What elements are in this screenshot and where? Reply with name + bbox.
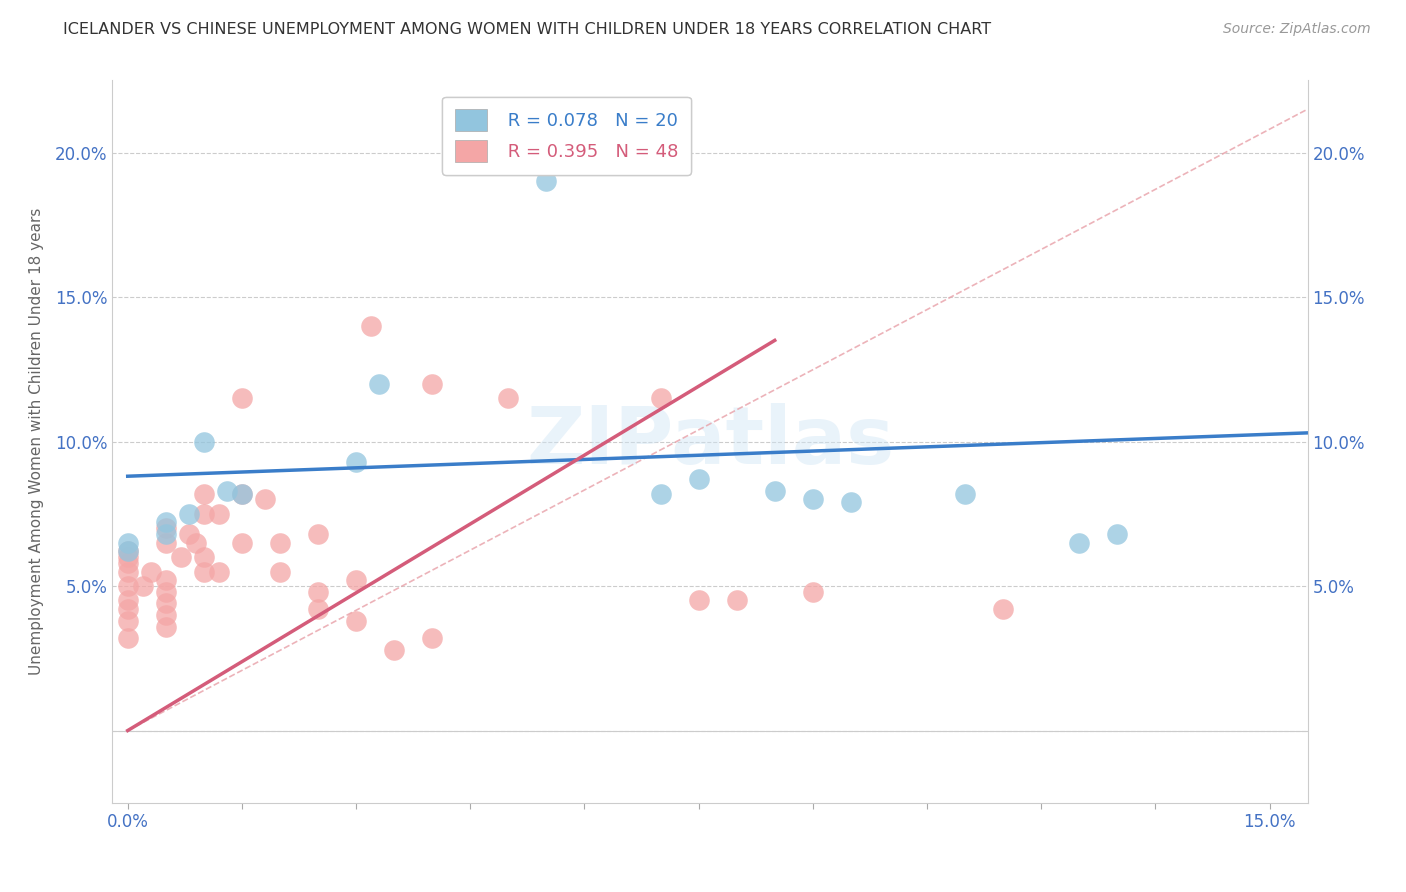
Point bbox=[1069, 535, 1091, 549]
Point bbox=[208, 507, 231, 521]
Point bbox=[117, 544, 139, 558]
Point bbox=[139, 565, 162, 579]
Point bbox=[382, 642, 405, 657]
Point bbox=[420, 631, 443, 645]
Point bbox=[155, 574, 177, 588]
Point bbox=[344, 614, 367, 628]
Point bbox=[269, 535, 291, 549]
Point bbox=[360, 318, 382, 333]
Point bbox=[155, 619, 177, 633]
Point bbox=[117, 544, 139, 558]
Point bbox=[208, 565, 231, 579]
Point bbox=[231, 391, 253, 405]
Point bbox=[307, 584, 329, 599]
Point bbox=[307, 602, 329, 616]
Point bbox=[953, 486, 976, 500]
Point bbox=[155, 521, 177, 535]
Point bbox=[193, 565, 215, 579]
Point bbox=[231, 486, 253, 500]
Y-axis label: Unemployment Among Women with Children Under 18 years: Unemployment Among Women with Children U… bbox=[30, 208, 44, 675]
Point bbox=[186, 535, 208, 549]
Point bbox=[543, 157, 565, 171]
Point bbox=[117, 565, 139, 579]
Point bbox=[117, 579, 139, 593]
Point bbox=[307, 527, 329, 541]
Point bbox=[155, 535, 177, 549]
Point bbox=[117, 556, 139, 570]
Point bbox=[801, 492, 824, 507]
Legend:  R = 0.078   N = 20,  R = 0.395   N = 48: R = 0.078 N = 20, R = 0.395 N = 48 bbox=[443, 96, 690, 175]
Text: ZIPatlas: ZIPatlas bbox=[526, 402, 894, 481]
Point bbox=[991, 602, 1014, 616]
Point bbox=[1107, 527, 1129, 541]
Point bbox=[170, 550, 193, 565]
Point bbox=[231, 535, 253, 549]
Point bbox=[155, 596, 177, 610]
Point bbox=[193, 507, 215, 521]
Point bbox=[650, 486, 672, 500]
Point bbox=[420, 376, 443, 391]
Point bbox=[117, 550, 139, 565]
Point bbox=[155, 607, 177, 622]
Point bbox=[193, 434, 215, 449]
Point bbox=[253, 492, 276, 507]
Point bbox=[498, 391, 520, 405]
Point bbox=[344, 455, 367, 469]
Point bbox=[839, 495, 862, 509]
Point bbox=[801, 584, 824, 599]
Point bbox=[215, 483, 238, 498]
Point bbox=[117, 602, 139, 616]
Point bbox=[155, 527, 177, 541]
Point bbox=[177, 507, 200, 521]
Point bbox=[155, 516, 177, 530]
Point bbox=[117, 614, 139, 628]
Point bbox=[177, 527, 200, 541]
Point bbox=[763, 483, 786, 498]
Point bbox=[269, 565, 291, 579]
Point bbox=[367, 376, 389, 391]
Point bbox=[688, 472, 710, 486]
Point bbox=[725, 593, 748, 607]
Point bbox=[344, 574, 367, 588]
Point bbox=[117, 535, 139, 549]
Point bbox=[117, 631, 139, 645]
Text: Source: ZipAtlas.com: Source: ZipAtlas.com bbox=[1223, 22, 1371, 37]
Point bbox=[688, 593, 710, 607]
Point bbox=[117, 593, 139, 607]
Point bbox=[536, 174, 558, 188]
Point bbox=[193, 550, 215, 565]
Point bbox=[155, 584, 177, 599]
Point bbox=[193, 486, 215, 500]
Point bbox=[650, 391, 672, 405]
Point bbox=[132, 579, 155, 593]
Point bbox=[231, 486, 253, 500]
Text: ICELANDER VS CHINESE UNEMPLOYMENT AMONG WOMEN WITH CHILDREN UNDER 18 YEARS CORRE: ICELANDER VS CHINESE UNEMPLOYMENT AMONG … bbox=[63, 22, 991, 37]
